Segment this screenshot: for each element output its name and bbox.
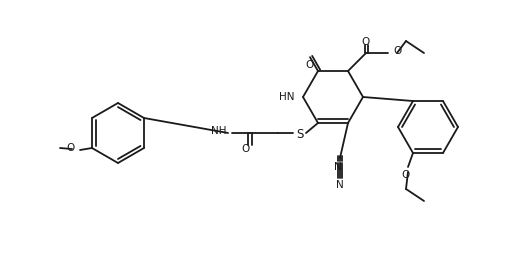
Text: O: O	[306, 60, 314, 70]
Text: O: O	[393, 46, 401, 56]
Text: O: O	[362, 37, 370, 47]
Text: O: O	[242, 144, 250, 154]
Text: HN: HN	[279, 92, 295, 102]
Text: O: O	[67, 143, 75, 153]
Text: N: N	[334, 162, 342, 172]
Text: S: S	[296, 129, 304, 141]
Text: O: O	[402, 170, 410, 180]
Text: N: N	[336, 180, 344, 190]
Text: NH: NH	[210, 126, 226, 136]
